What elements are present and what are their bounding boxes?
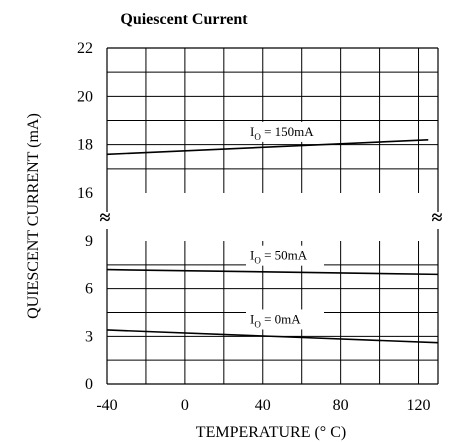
y-tick-label: 6 xyxy=(85,281,93,298)
x-axis-label: TEMPERATURE (° C) xyxy=(196,424,346,441)
y-axis-label: QUIESCENT CURRENT (mA) xyxy=(25,113,42,319)
y-tick-label: 20 xyxy=(77,88,93,105)
x-tick-label: 0 xyxy=(181,397,189,414)
y-tick-label: 9 xyxy=(85,233,93,250)
x-tick-label: -40 xyxy=(96,397,117,414)
series-label-0mA: IO = 0mA xyxy=(250,311,301,329)
chart-title: Quiescent Current xyxy=(120,11,248,28)
series-lines xyxy=(106,139,439,344)
series-line-150mA xyxy=(106,139,429,156)
x-tick-label: 80 xyxy=(333,397,349,414)
series-label-bg xyxy=(246,245,324,266)
series-label-50mA: IO = 50mA xyxy=(250,248,308,266)
grid-upper xyxy=(107,48,438,193)
series-label-bg xyxy=(246,121,324,142)
y-tick-label: 22 xyxy=(77,40,93,57)
x-tick-label: 40 xyxy=(255,397,271,414)
series-line-50mA xyxy=(106,268,439,276)
plot-frame xyxy=(106,47,439,385)
x-tick-label: 120 xyxy=(407,397,431,414)
x-tick-labels: -40 0 40 80 120 xyxy=(96,397,430,414)
y-tick-label: 18 xyxy=(77,137,93,154)
y-tick-label: 0 xyxy=(85,376,93,393)
y-tick-labels: 22 20 18 16 9 6 3 0 xyxy=(77,40,93,393)
y-tick-label: 16 xyxy=(77,185,93,202)
series-labels: IO = 150mA IO = 50mA IO = 0mA xyxy=(246,121,324,330)
axis-break-right: ≈ xyxy=(432,207,443,229)
series-label-150mA: IO = 150mA xyxy=(250,124,314,142)
series-label-bg xyxy=(246,309,324,330)
y-tick-label: 3 xyxy=(85,328,93,345)
series-line-0mA xyxy=(106,329,439,344)
axis-break-left: ≈ xyxy=(100,207,111,229)
